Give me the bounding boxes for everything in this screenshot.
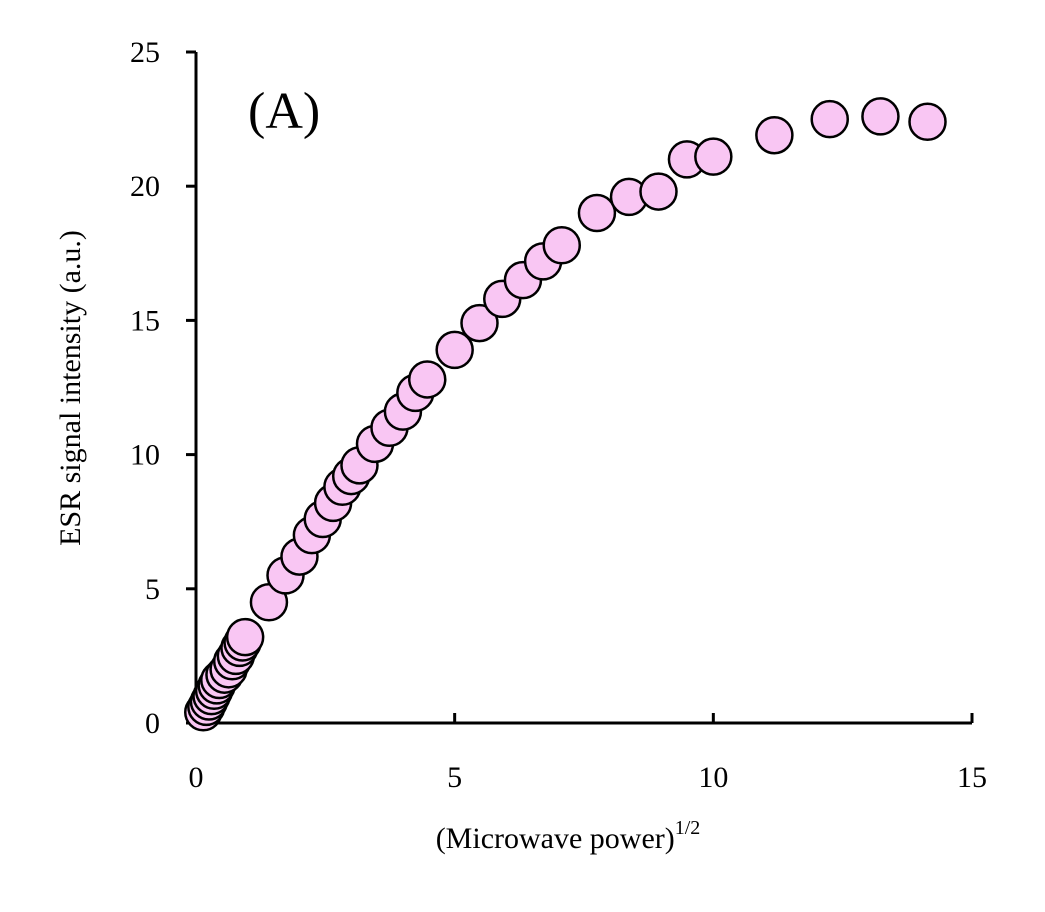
data-point <box>861 97 900 136</box>
data-point <box>225 617 265 657</box>
x-axis-title-main: (Microwave power) <box>436 822 675 855</box>
y-axis-title: ESR signal intensity (a.u.) <box>54 230 87 546</box>
data-point <box>460 303 499 343</box>
data-point <box>577 193 617 233</box>
y-tick-label: 25 <box>130 36 160 69</box>
data-point <box>407 360 447 399</box>
x-tick-label: 15 <box>957 761 987 794</box>
x-axis-title: (Microwave power)1/2 <box>436 817 701 855</box>
panel-label: (A) <box>248 83 320 140</box>
data-point <box>639 172 678 211</box>
y-tick-label: 5 <box>145 573 160 606</box>
x-tick-label: 0 <box>189 761 204 794</box>
data-point <box>810 99 849 139</box>
y-tick-label: 15 <box>130 304 160 337</box>
data-point <box>435 330 474 370</box>
ticks <box>186 50 974 725</box>
y-tick-label: 0 <box>145 707 160 740</box>
tick-labels: 0 5 10 15 0 5 10 15 20 25 <box>130 36 987 794</box>
x-tick-label: 5 <box>447 761 462 794</box>
y-tick-label: 20 <box>130 170 160 203</box>
data-point <box>542 225 582 265</box>
x-axis-title-superscript: 1/2 <box>675 817 701 839</box>
data-point <box>908 102 947 142</box>
data-point <box>694 137 733 176</box>
y-tick-label: 10 <box>130 439 160 472</box>
data-point <box>755 115 794 155</box>
data-points <box>183 97 947 732</box>
x-tick-label: 10 <box>698 761 728 794</box>
axes <box>194 52 972 725</box>
